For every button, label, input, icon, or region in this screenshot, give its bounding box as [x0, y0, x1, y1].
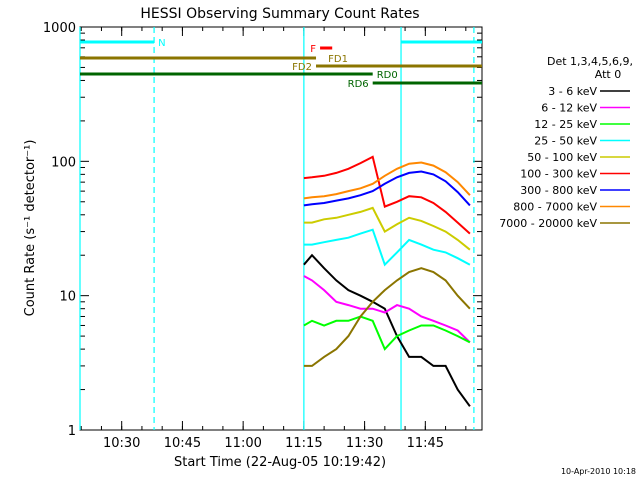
legend-subtitle: Att 0 — [595, 68, 621, 81]
flag-label-fd1: FD1 — [328, 54, 348, 65]
y-tick-label: 100 — [51, 155, 76, 170]
series-line — [303, 267, 471, 367]
legend-label: 300 - 800 keV — [520, 184, 597, 197]
y-tick-label: 1000 — [43, 21, 76, 36]
x-tick-label: 11:45 — [407, 436, 444, 451]
flag-label-rd0: RD0 — [377, 70, 398, 81]
legend-label: 50 - 100 keV — [527, 151, 597, 164]
series-line — [303, 315, 471, 351]
timestamp: 10-Apr-2010 10:18 — [561, 467, 636, 476]
y-axis-label: Count Rate (s⁻¹ detector⁻¹) — [23, 140, 38, 317]
legend-title: Det 1,3,4,5,6,9, — [547, 55, 633, 68]
x-tick-label: 11:30 — [346, 436, 383, 451]
chart-title: HESSI Observing Summary Count Rates — [140, 6, 419, 22]
plot-frame — [79, 26, 483, 431]
flag-label-f: F — [310, 44, 316, 55]
series-line — [303, 206, 471, 251]
flag-label-fd2: FD2 — [292, 62, 312, 73]
series-line — [303, 170, 471, 207]
plot-area: 1 10 100 1000 10:30 10:45 11:00 11:15 11:30 11:45… — [43, 21, 483, 451]
legend: 3 - 6 keV 6 - 12 keV 12 - 25 keV 25 - 50 ke… — [499, 85, 630, 230]
x-tick-label: 11:15 — [285, 436, 322, 451]
series-line — [303, 155, 471, 235]
series-line — [303, 228, 471, 267]
legend-label: 7000 - 20000 keV — [499, 217, 597, 230]
series-line — [303, 275, 471, 344]
flag-label-n: N — [158, 38, 165, 49]
y-tick-label: 10 — [59, 290, 76, 305]
series-line — [303, 253, 471, 407]
series-line — [303, 161, 471, 200]
legend-label: 800 - 7000 keV — [513, 201, 597, 214]
flag-label-rd6: RD6 — [348, 79, 369, 90]
legend-label: 12 - 25 keV — [534, 118, 597, 131]
legend-label: 3 - 6 keV — [548, 85, 597, 98]
legend-label: 25 - 50 keV — [534, 135, 597, 148]
x-tick-label: 10:30 — [103, 436, 140, 451]
y-tick-label: 1 — [68, 424, 76, 439]
x-axis-label: Start Time (22-Aug-05 10:19:42) — [174, 455, 386, 470]
x-tick-label: 11:00 — [224, 436, 261, 451]
legend-label: 100 - 300 keV — [520, 168, 597, 181]
legend-label: 6 - 12 keV — [541, 102, 597, 115]
x-tick-label: 10:45 — [164, 436, 201, 451]
